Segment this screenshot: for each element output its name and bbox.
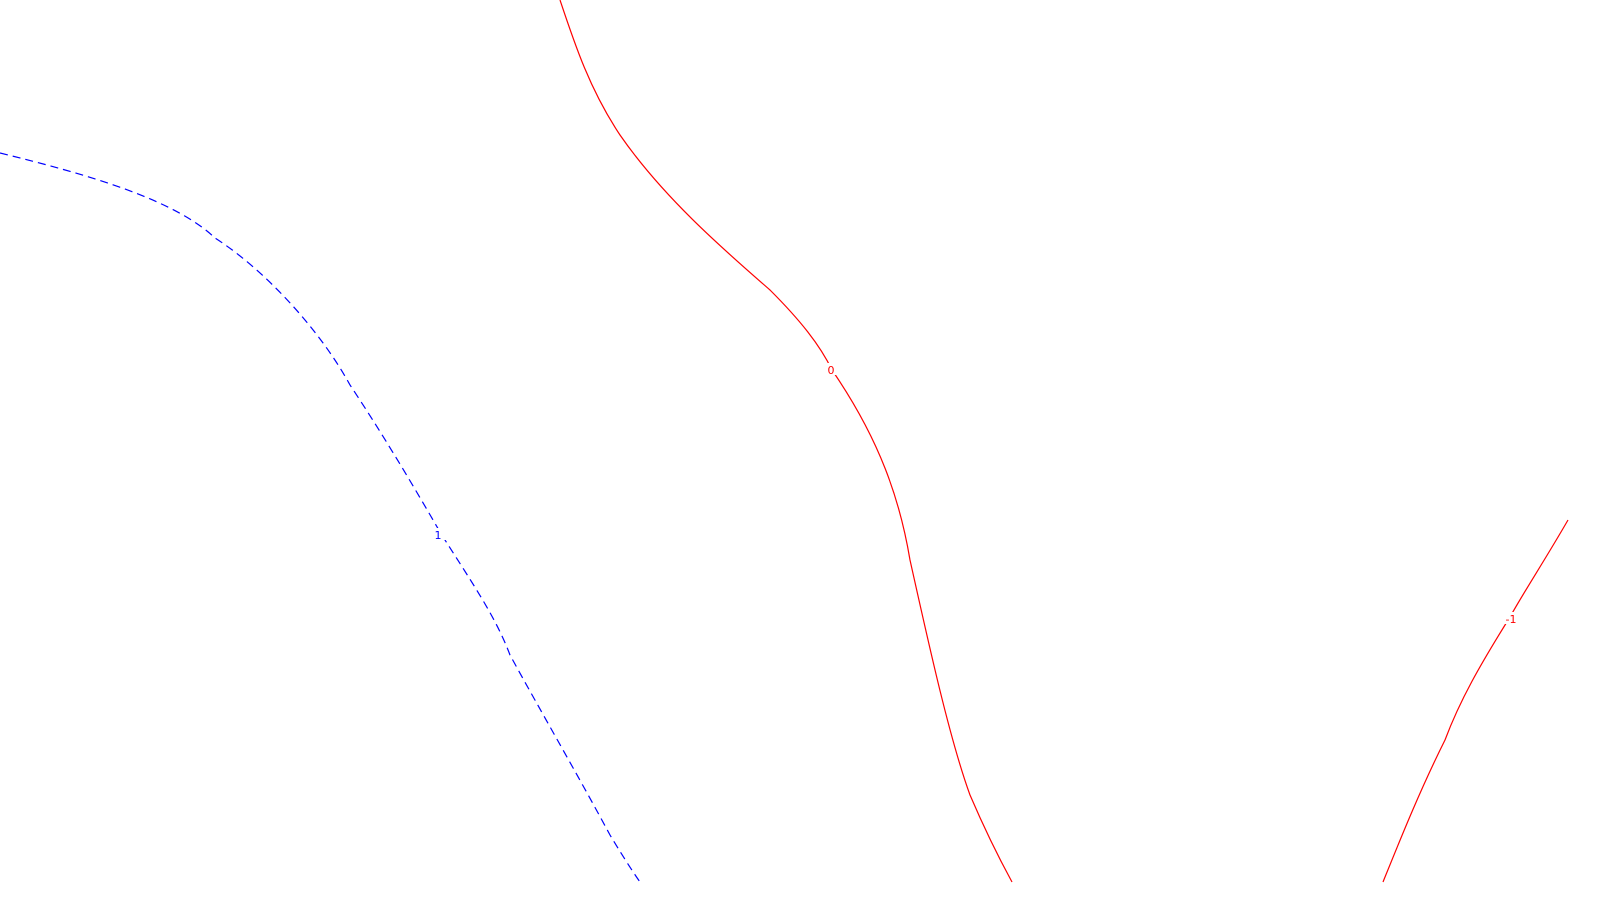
- contour-label-level-0: 0: [828, 364, 835, 377]
- contour-labels: 1 0 -1: [430, 363, 1519, 626]
- contour-label-gap: [430, 528, 446, 540]
- contour-label-gap: [1503, 612, 1519, 624]
- contour-line-level-1: [0, 152, 641, 883]
- contour-label-level-neg1: -1: [1506, 613, 1517, 626]
- contour-label-level-1: 1: [435, 529, 442, 542]
- contour-line-level-neg1: [1382, 519, 1569, 883]
- contour-label-gap: [823, 363, 839, 375]
